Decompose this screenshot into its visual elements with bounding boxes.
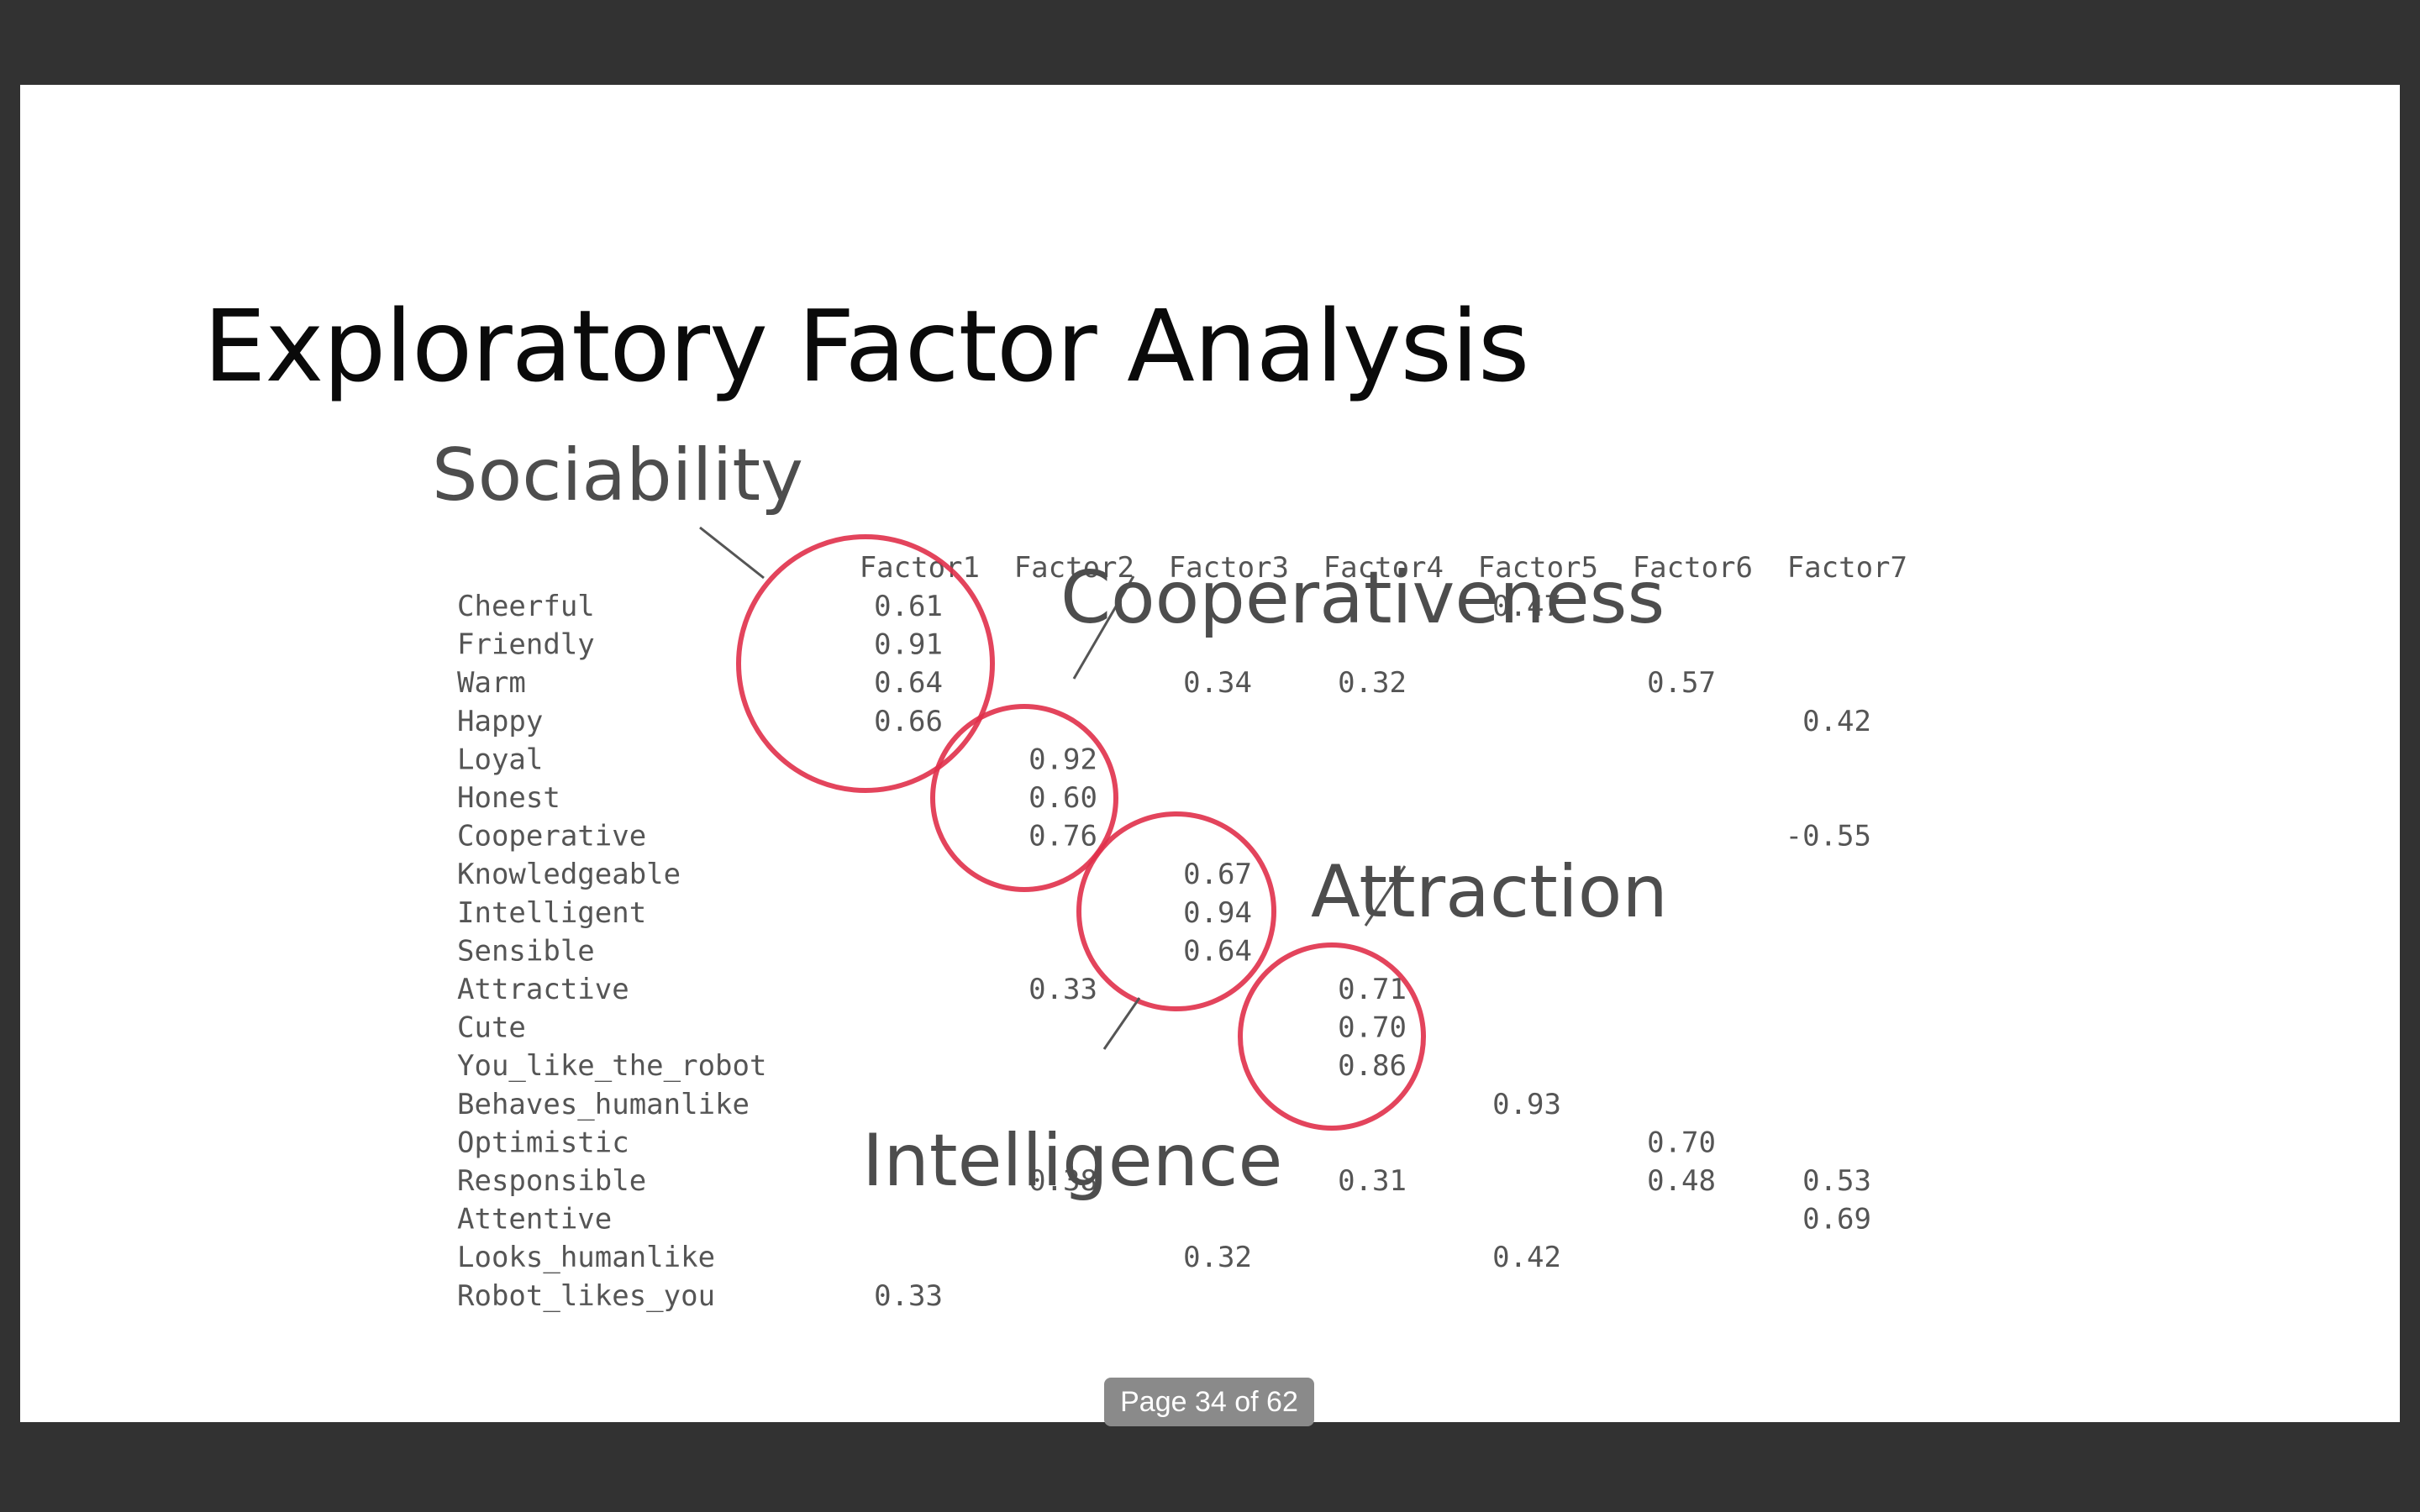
column-header: Factor4	[1323, 551, 1444, 585]
table-row: You_like_the_robot 0.86	[457, 1049, 1407, 1083]
cooperativeness-leader	[1072, 575, 1135, 680]
slide: Exploratory Factor Analysis Factor1 Facto…	[20, 85, 2400, 1422]
table-row: Behaves_humanlike 0.93	[457, 1088, 1561, 1121]
intelligence-label: Intelligence	[862, 1119, 1282, 1203]
attraction-label: Attraction	[1311, 850, 1668, 934]
column-header: Factor7	[1787, 551, 1907, 585]
row-label: Happy	[457, 705, 543, 738]
row-label: Responsible	[457, 1164, 646, 1198]
loading-value: 0.33	[874, 1279, 943, 1313]
row-label: Behaves_humanlike	[457, 1088, 750, 1121]
loading-value: 0.42	[1492, 1241, 1561, 1274]
loading-value: 0.71	[1338, 973, 1407, 1006]
loading-value: 0.64	[874, 666, 943, 700]
row-label: Cooperative	[457, 820, 646, 853]
loading-value: 0.32	[1183, 1241, 1252, 1274]
table-row: Happy 0.66 0.42	[457, 705, 1871, 738]
loading-value: 0.70	[1338, 1011, 1407, 1045]
loading-value: 0.93	[1492, 1088, 1561, 1121]
cooperativeness-ring	[930, 704, 1118, 892]
loading-value: 0.31	[1338, 1164, 1407, 1198]
row-label: Loyal	[457, 743, 543, 776]
loading-value: 0.33	[1028, 973, 1097, 1006]
intelligence-leader	[1102, 997, 1141, 1050]
loading-value: 0.53	[1802, 1164, 1871, 1198]
table-row: Intelligent 0.94	[457, 896, 1252, 930]
column-header: Factor3	[1169, 551, 1289, 585]
loading-value: 0.64	[1183, 934, 1252, 968]
table-row: Cheerful 0.61 0.47	[457, 590, 1561, 623]
loading-value: 0.61	[874, 590, 943, 623]
row-label: Attentive	[457, 1203, 612, 1236]
loading-value: -0.55	[1786, 820, 1871, 853]
loading-value: 0.66	[874, 705, 943, 738]
loading-value: 0.38	[1028, 1164, 1097, 1198]
row-label: Robot_likes_you	[457, 1279, 715, 1313]
table-row: Optimistic 0.70	[457, 1126, 1716, 1159]
row-label: Friendly	[457, 628, 595, 662]
loading-value: 0.70	[1647, 1126, 1716, 1159]
column-header: Factor6	[1633, 551, 1753, 585]
table-row: Cute 0.70	[457, 1011, 1407, 1045]
page-indicator: Page 34 of 62	[1104, 1378, 1314, 1426]
intelligence-ring	[1076, 811, 1276, 1011]
row-label: Looks_humanlike	[457, 1241, 715, 1274]
label-leader-lines	[699, 526, 1407, 1050]
loading-value: 0.48	[1647, 1164, 1716, 1198]
table-row: Loyal 0.92	[457, 743, 1097, 776]
loading-value: 0.92	[1028, 743, 1097, 776]
row-label: Sensible	[457, 934, 595, 968]
table-row: Warm 0.64 0.34 0.32 0.57	[457, 666, 1716, 700]
loading-value: 0.32	[1338, 666, 1407, 700]
loading-value: 0.47	[1492, 590, 1561, 623]
table-body: Cheerful 0.61 0.47 Friendly 0.91 Warm 0.64 0.34…	[457, 590, 1871, 1313]
attraction-ring	[1238, 942, 1426, 1131]
row-label: Attractive	[457, 973, 629, 1006]
loading-value: 0.42	[1802, 705, 1871, 738]
row-label: Cheerful	[457, 590, 595, 623]
table-row: Robot_likes_you 0.33	[457, 1279, 943, 1313]
slide-title: Exploratory Factor Analysis	[203, 288, 1529, 404]
table-row: Attractive 0.33 0.71	[457, 973, 1407, 1006]
attraction-leader	[1364, 865, 1407, 927]
table-row: Responsible 0.38 0.31 0.48 0.53	[457, 1164, 1871, 1198]
loading-value: 0.34	[1183, 666, 1252, 700]
factor-highlight-rings	[736, 534, 1426, 1131]
row-label: Optimistic	[457, 1126, 629, 1159]
table-row: Sensible 0.64	[457, 934, 1252, 968]
sociability-label: Sociability	[432, 433, 803, 517]
row-label: You_like_the_robot	[457, 1049, 766, 1083]
row-label: Intelligent	[457, 896, 646, 930]
table-header: Factor1 Factor2 Factor3 Factor4 Factor5 Facto…	[860, 551, 1907, 585]
loading-value: 0.76	[1028, 820, 1097, 853]
loading-value: 0.94	[1183, 896, 1252, 930]
column-header: Factor2	[1014, 551, 1134, 585]
loading-value: 0.69	[1802, 1203, 1871, 1236]
table-row: Attentive 0.69	[457, 1203, 1871, 1236]
table-row: Looks_humanlike 0.32 0.42	[457, 1241, 1561, 1274]
table-row: Knowledgeable 0.67	[457, 858, 1252, 891]
row-label: Warm	[457, 666, 526, 700]
sociability-leader	[699, 526, 765, 580]
cooperativeness-label: Cooperativeness	[1060, 556, 1665, 640]
loading-value: 0.67	[1183, 858, 1252, 891]
table-row: Honest 0.60	[457, 781, 1097, 815]
column-header: Factor5	[1478, 551, 1598, 585]
table-row: Cooperative 0.76 -0.55	[457, 820, 1871, 853]
loading-value: 0.86	[1338, 1049, 1407, 1083]
row-label: Knowledgeable	[457, 858, 681, 891]
loading-value: 0.57	[1647, 666, 1716, 700]
loading-value: 0.91	[874, 628, 943, 662]
loading-value: 0.60	[1028, 781, 1097, 815]
row-label: Honest	[457, 781, 560, 815]
row-label: Cute	[457, 1011, 526, 1045]
factor-loadings-figure: Factor1 Factor2 Factor3 Factor4 Factor5 Facto…	[432, 433, 1907, 1313]
sociability-ring	[736, 534, 995, 793]
table-row: Friendly 0.91	[457, 628, 943, 662]
